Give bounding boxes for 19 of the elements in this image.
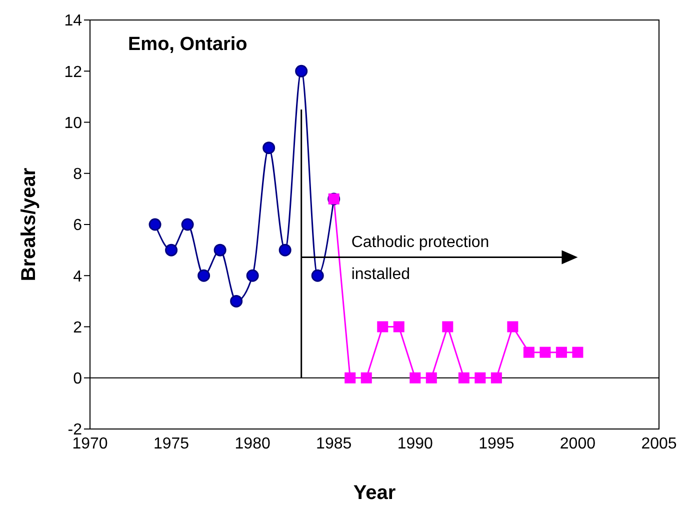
y-tick-label: 10 — [64, 114, 82, 132]
y-tick-label: 0 — [73, 370, 82, 388]
y-tick-label: 8 — [73, 166, 82, 184]
annotation: Cathodic protection installed — [351, 234, 490, 284]
x-tick-label: 1985 — [316, 435, 352, 452]
x-tick-label: 1975 — [153, 435, 190, 452]
x-tick-label: 2005 — [641, 435, 677, 452]
x-tick-label: 1995 — [478, 435, 514, 452]
y-tick-label: 6 — [73, 217, 82, 234]
x-tick-label: 1990 — [397, 435, 434, 452]
y-tick-label: 12 — [64, 64, 82, 81]
x-axis-title: Year — [353, 482, 396, 504]
x-tick-label: 1980 — [234, 435, 270, 452]
y-tick-label: 2 — [73, 319, 82, 336]
y-axis-title: Breaks/year — [18, 168, 40, 282]
y-tick-label: 4 — [73, 268, 82, 286]
y-tick-label: 14 — [64, 12, 82, 30]
text: Emo, Ontario — [128, 34, 248, 55]
x-tick-label: 2000 — [560, 435, 596, 452]
